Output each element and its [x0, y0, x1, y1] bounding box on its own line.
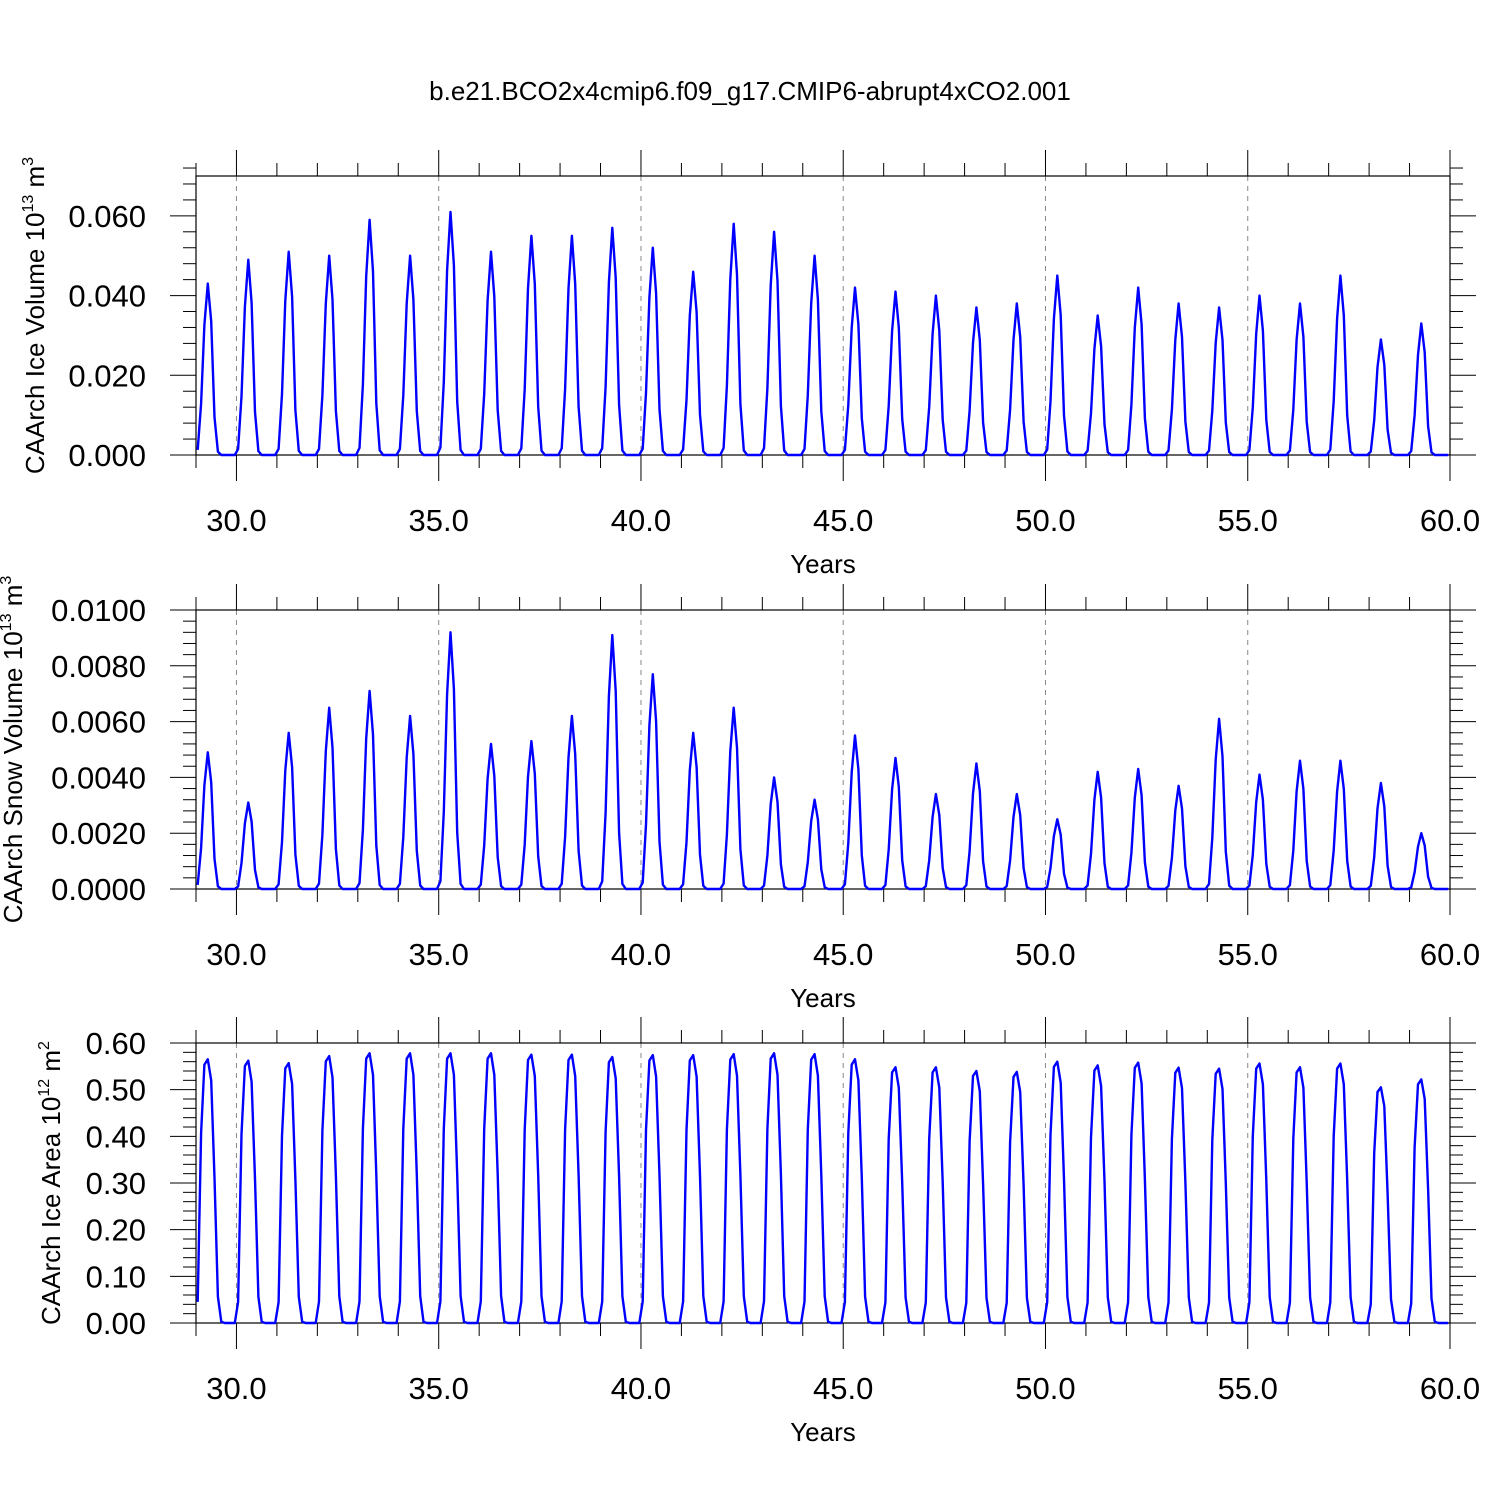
y-axis-label-part: CAArch Ice Area 10: [36, 1097, 66, 1325]
y-tick-label: 0.0000: [51, 872, 146, 907]
x-tick-label: 55.0: [1218, 503, 1278, 538]
y-tick-label: 0.00: [86, 1306, 146, 1341]
y-axis-label-superscript: 3: [20, 157, 37, 166]
y-axis-label-superscript: 2: [36, 1041, 53, 1050]
x-axis-label: Years: [790, 983, 856, 1013]
x-tick-label: 40.0: [611, 503, 671, 538]
y-axis-label: CAArch Ice Volume 1013 m3: [20, 157, 50, 474]
y-axis-label: CAArch Snow Volume 1013 m3: [0, 576, 28, 924]
y-tick-label: 0.060: [68, 199, 146, 234]
y-tick-label: 0.0020: [51, 816, 146, 851]
x-tick-label: 35.0: [409, 937, 469, 972]
x-tick-label: 60.0: [1420, 1371, 1480, 1406]
series-line-caarch-ice-volume: [196, 210, 1449, 457]
y-tick-label: 0.020: [68, 358, 146, 393]
chart-panel-1: 30.0 35.0 40.0 45.0 50.0 55.0 60.0 Years 0.000 0.…: [20, 150, 1480, 579]
y-tick-label: 0.10: [86, 1259, 146, 1294]
chart-panel-2: 30.0 35.0 40.0 45.0 50.0 55.0 60.0 Years 0.0000 0…: [0, 576, 1480, 1013]
x-tick-label: 60.0: [1420, 937, 1480, 972]
x-tick-label: 55.0: [1218, 1371, 1278, 1406]
x-tick-label: 40.0: [611, 937, 671, 972]
y-tick-label: 0.40: [86, 1119, 146, 1154]
y-axis-label-superscript: 12: [36, 1079, 53, 1097]
x-tick-label: 45.0: [813, 503, 873, 538]
y-tick-label: 0.0040: [51, 760, 146, 795]
y-axis-label-part: CAArch Ice Volume 10: [20, 213, 50, 475]
y-axis-label: CAArch Ice Area 1012 m2: [36, 1041, 66, 1325]
series-line-caarch-ice-area: [196, 1052, 1449, 1325]
x-tick-label: 35.0: [409, 1371, 469, 1406]
plot-frame: [195, 609, 1451, 890]
y-axis-label-superscript: 3: [0, 576, 15, 585]
x-tick-label: 45.0: [813, 937, 873, 972]
figure-title: b.e21.BCO2x4cmip6.f09_g17.CMIP6-abrupt4x…: [429, 76, 1071, 106]
y-tick-label: 0.50: [86, 1073, 146, 1108]
y-tick-label: 0.60: [86, 1026, 146, 1061]
x-tick-label: 30.0: [206, 937, 266, 972]
x-tick-label: 40.0: [611, 1371, 671, 1406]
y-axis-label-part: m: [0, 585, 28, 614]
chart-panel-3: 30.0 35.0 40.0 45.0 50.0 55.0 60.0 Years 0.00 0.1…: [36, 1017, 1480, 1447]
x-tick-label: 35.0: [409, 503, 469, 538]
y-axis-label-part: m: [20, 166, 50, 195]
y-tick-label: 0.0060: [51, 705, 146, 740]
y-axis-label-superscript: 13: [0, 613, 15, 631]
x-axis-label: Years: [790, 1417, 856, 1447]
x-tick-label: 55.0: [1218, 937, 1278, 972]
plot-frame: [195, 175, 1451, 456]
x-tick-label: 60.0: [1420, 503, 1480, 538]
x-tick-label: 30.0: [206, 503, 266, 538]
y-tick-label: 0.0100: [51, 593, 146, 628]
y-tick-label: 0.0080: [51, 649, 146, 684]
x-tick-label: 30.0: [206, 1371, 266, 1406]
x-tick-label: 50.0: [1015, 937, 1075, 972]
x-tick-label: 50.0: [1015, 1371, 1075, 1406]
y-tick-label: 0.000: [68, 438, 146, 473]
y-axis-label-part: CAArch Snow Volume 10: [0, 631, 28, 923]
y-tick-label: 0.30: [86, 1166, 146, 1201]
y-tick-label: 0.040: [68, 279, 146, 314]
y-axis-label-superscript: 13: [20, 195, 37, 213]
x-tick-label: 45.0: [813, 1371, 873, 1406]
y-axis-label-part: m: [36, 1050, 66, 1079]
y-tick-label: 0.20: [86, 1213, 146, 1248]
x-tick-label: 50.0: [1015, 503, 1075, 538]
x-axis-label: Years: [790, 549, 856, 579]
series-line-caarch-snow-volume: [196, 631, 1449, 891]
